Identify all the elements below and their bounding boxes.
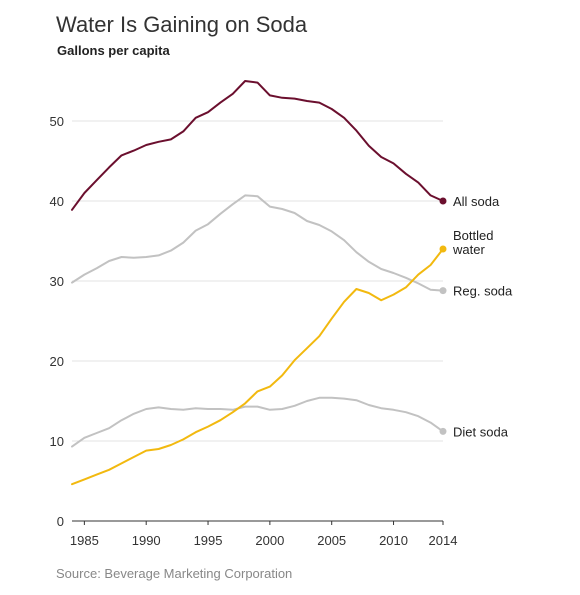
x-axis: 1985 1990 1995 2000 2005 2010 2014 (70, 520, 458, 548)
x-tick-label: 1990 (132, 533, 161, 548)
y-tick-label: 30 (50, 274, 64, 289)
y-tick-label: 20 (50, 354, 64, 369)
x-tick-label: 2000 (255, 533, 284, 548)
y-tick-label: 50 (50, 114, 64, 129)
end-point-all-soda (439, 197, 447, 205)
x-tick-label: 2005 (317, 533, 346, 548)
series-label-bottled-water: water (452, 242, 485, 257)
series-line-bottled-water (71, 248, 444, 486)
series-lines (71, 80, 447, 486)
series-label-reg-soda: Reg. soda (453, 284, 513, 299)
chart-subtitle: Gallons per capita (57, 43, 170, 58)
x-tick-label: 2014 (429, 533, 458, 548)
series-line-diet-soda (71, 396, 444, 448)
end-point-diet-soda (439, 427, 447, 435)
y-tick-label: 40 (50, 194, 64, 209)
y-tick-label: 10 (50, 434, 64, 449)
gridlines: 0 10 20 30 40 50 (50, 114, 443, 529)
source-note: Source: Beverage Marketing Corporation (56, 566, 293, 581)
series-line-all-soda (71, 80, 444, 211)
series-label-diet-soda: Diet soda (453, 424, 509, 439)
chart-title: Water Is Gaining on Soda (56, 12, 308, 37)
end-point-reg-soda (439, 287, 447, 295)
y-tick-label: 0 (57, 514, 64, 529)
series-label-bottled-water: Bottled (453, 228, 493, 243)
series-line-reg-soda (71, 194, 444, 292)
x-tick-label: 1985 (70, 533, 99, 548)
series-label-all-soda: All soda (453, 194, 500, 209)
end-point-bottled-water (439, 245, 447, 253)
x-tick-label: 2010 (379, 533, 408, 548)
x-tick-label: 1995 (194, 533, 223, 548)
